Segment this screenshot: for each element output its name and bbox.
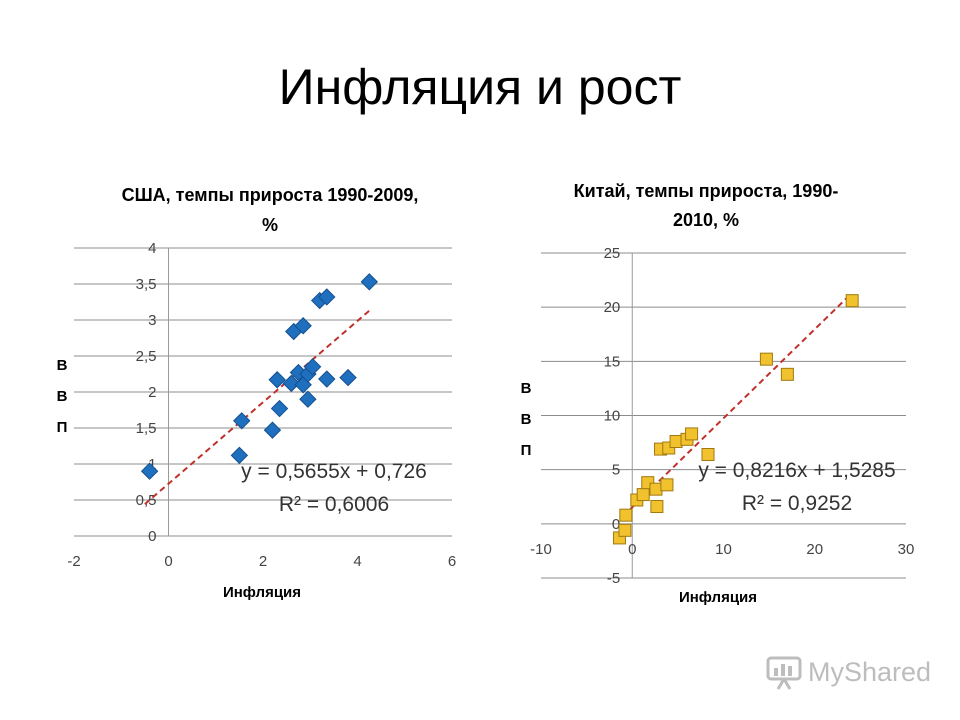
chart-usa: США, темпы прироста 1990-2009, % 0 0,5 1 1,… (57, 185, 457, 601)
chart-usa-y-tick-label: 0 (148, 528, 156, 545)
chart-usa-ylabel-letter-1: В (57, 357, 68, 374)
chart-usa-point (318, 370, 336, 388)
chart-usa-r2: R² = 0,6006 (279, 493, 389, 516)
chart-china-point (649, 482, 663, 496)
chart-usa-y-tick-label: 3 (148, 312, 156, 329)
chart-usa-y-tick-labels: 0 0,5 1 1,5 2 2,5 3 3,5 4 (136, 240, 157, 545)
chart-usa-y-tick-label: 3,5 (136, 276, 157, 293)
chart-usa-points (140, 273, 379, 480)
chart-usa-gridlines (74, 247, 452, 537)
chart-usa-equation: y = 0,5655x + 0,726 (241, 460, 427, 483)
chart-china-point (619, 508, 633, 522)
chart-china-ylabel-letter-1: В (521, 380, 532, 397)
chart-china-x-tick-label: 10 (715, 541, 732, 558)
chart-china-y-tick-labels: -5 0 5 10 15 20 25 (604, 245, 621, 587)
chart-usa-title-line-1: США, темпы прироста 1990-2009, (122, 185, 419, 205)
presentation-board-icon (766, 656, 802, 690)
chart-china-r2: R² = 0,9252 (742, 492, 852, 515)
chart-usa-point (233, 412, 251, 430)
chart-usa-x-tick-label: 2 (259, 553, 267, 570)
chart-usa-point (268, 371, 286, 389)
chart-usa-point (339, 368, 357, 387)
chart-china-point (618, 523, 632, 537)
chart-china-x-tick-label: -10 (530, 541, 552, 558)
chart-china-x-tick-label: 20 (806, 541, 823, 558)
chart-usa-point (140, 462, 159, 480)
chart-usa-y-tick-label: 4 (148, 240, 156, 257)
chart-china-y-tick-label: 0 (612, 516, 620, 533)
chart-usa-xlabel: Инфляция (223, 584, 301, 601)
chart-china-point (636, 488, 650, 502)
chart-china-title-line-1: Китай, темпы прироста, 1990- (574, 181, 839, 201)
chart-usa-y-tick-label: 2 (148, 384, 156, 401)
chart-china-xlabel: Инфляция (679, 589, 757, 606)
chart-usa-title-line-2: % (262, 215, 278, 235)
chart-china-x-tick-label: 30 (898, 541, 915, 558)
chart-china-point (701, 448, 715, 461)
chart-china-point (660, 478, 674, 492)
chart-china-point (759, 352, 773, 366)
chart-usa-x-tick-label: 0 (164, 553, 172, 570)
chart-china-point (669, 435, 683, 448)
chart-usa-y-tick-label: 1 (148, 456, 156, 473)
chart-usa-point (263, 421, 282, 439)
chart-usa-point (270, 399, 289, 418)
chart-china: Китай, темпы прироста, 1990- 2010, % -5 0… (521, 181, 915, 606)
chart-china-points (612, 294, 859, 545)
chart-usa-y-tick-label: 0,5 (136, 492, 157, 509)
chart-usa-point (360, 273, 379, 291)
chart-china-y-tick-label: 10 (604, 408, 621, 425)
watermark-text: MyShared (808, 657, 932, 687)
chart-usa-y-tick-label: 1,5 (136, 420, 157, 437)
watermark: MyShared (766, 655, 931, 691)
chart-china-title-line-2: 2010, % (673, 210, 739, 230)
chart-china-y-tick-label: 25 (604, 245, 621, 262)
chart-china-y-tick-label: -5 (607, 570, 620, 587)
chart-usa-point (299, 390, 317, 408)
chart-china-point (650, 500, 664, 513)
chart-usa-x-tick-label: 4 (353, 553, 361, 570)
chart-china-point (685, 427, 699, 441)
chart-usa-point (318, 288, 336, 306)
chart-china-x-tick-label: 0 (628, 541, 636, 558)
chart-china-ylabel-letter-2: В (521, 411, 532, 428)
chart-usa-y-tick-label: 2,5 (136, 348, 157, 365)
chart-china-point (780, 367, 794, 381)
chart-china-y-tick-label: 15 (604, 353, 621, 370)
chart-usa-ylabel-letter-3: П (57, 419, 68, 436)
chart-china-equation: y = 0,8216x + 1,5285 (698, 459, 895, 482)
chart-usa-point (282, 374, 301, 393)
chart-usa-point (230, 446, 249, 465)
slide-title: Инфляция и рост (278, 59, 682, 115)
chart-china-x-tick-labels: -10 0 10 20 30 (530, 541, 914, 558)
chart-usa-ylabel-letter-2: В (57, 388, 68, 405)
chart-china-gridlines (541, 252, 906, 579)
chart-china-ylabel-letter-3: П (521, 442, 532, 459)
chart-china-y-tick-label: 5 (612, 462, 620, 479)
chart-usa-x-tick-label: -2 (67, 553, 80, 570)
chart-china-y-tick-label: 20 (604, 299, 621, 316)
chart-usa-point (294, 317, 312, 335)
chart-usa-point (303, 358, 322, 376)
chart-usa-x-tick-labels: -2 0 2 4 6 (67, 553, 456, 570)
chart-china-point (845, 294, 859, 308)
chart-usa-x-tick-label: 6 (448, 553, 456, 570)
